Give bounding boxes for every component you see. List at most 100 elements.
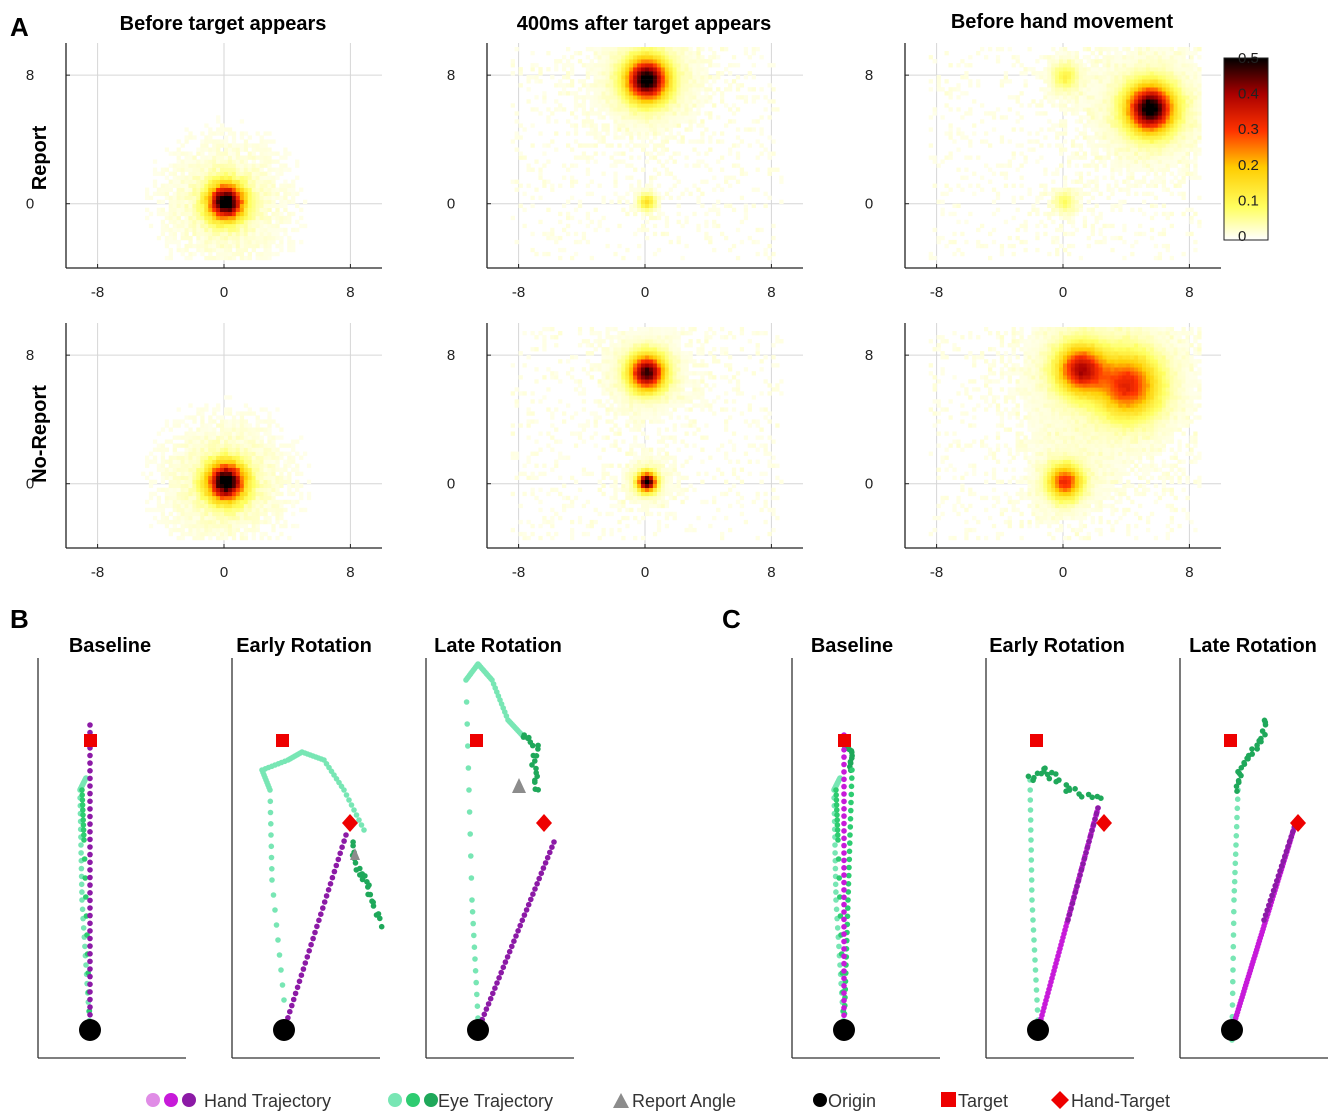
heat-pixel: [1106, 131, 1111, 136]
heat-pixel: [676, 55, 681, 60]
heat-pixel: [164, 255, 170, 261]
heat-pixel: [633, 47, 638, 52]
heat-pixel: [932, 227, 937, 233]
heat-pixel: [279, 243, 284, 249]
heat-pixel: [180, 247, 185, 253]
heat-pixel: [928, 143, 933, 148]
heat-pixel: [200, 167, 205, 172]
heat-pixel: [192, 503, 197, 509]
heat-pixel: [692, 147, 697, 152]
heat-pixel: [287, 487, 292, 493]
heat-pixel: [1197, 87, 1202, 92]
x-tick-label: 0: [1059, 284, 1067, 301]
heat-pixel: [1181, 75, 1186, 80]
heat-pixel: [239, 207, 245, 213]
heat-pixel: [255, 447, 260, 452]
heat-pixel: [271, 459, 276, 464]
heat-pixel: [613, 119, 618, 124]
heat-pixel: [235, 191, 241, 197]
heat-pixel: [1153, 111, 1159, 116]
heat-pixel: [243, 215, 249, 221]
heat-pixel: [684, 111, 689, 116]
heat-pixel: [538, 131, 543, 136]
heat-pixel: [216, 459, 221, 464]
heat-pixel: [720, 131, 725, 136]
heat-pixel: [1161, 179, 1167, 184]
heat-pixel: [247, 431, 252, 436]
heat-pixel: [1039, 127, 1044, 132]
heat-pixel: [267, 247, 272, 253]
heat-pixel: [964, 167, 969, 172]
heat-pixel: [637, 51, 642, 56]
heat-pixel: [1181, 107, 1186, 112]
heat-pixel: [645, 83, 650, 88]
heat-pixel: [275, 203, 280, 209]
heat-pixel: [554, 427, 559, 432]
heat-pixel: [645, 111, 650, 116]
heat-pixel: [168, 179, 173, 184]
heat-pixel: [972, 171, 977, 176]
heat-pixel: [562, 455, 567, 460]
heat-pixel: [255, 155, 260, 160]
heat-pixel: [1110, 235, 1115, 241]
heat-pixel: [212, 147, 217, 152]
heat-pixel: [1067, 163, 1072, 168]
heat-pixel: [1102, 59, 1107, 64]
heat-pixel: [585, 91, 591, 96]
heat-pixel: [220, 159, 225, 164]
heat-pixel: [664, 91, 670, 96]
heat-pixel: [287, 455, 292, 460]
heat-pixel: [1035, 235, 1040, 241]
heat-pixel: [597, 103, 602, 108]
heat-pixel: [1197, 71, 1202, 76]
heat-pixel: [1035, 159, 1040, 164]
heat-pixel: [621, 47, 626, 52]
heat-pixel: [247, 423, 252, 428]
heat-pixel: [255, 459, 260, 464]
heat-pixel: [1157, 107, 1163, 112]
heat-pixel: [704, 87, 709, 92]
heat-pixel: [700, 139, 705, 144]
heat-pixel: [231, 475, 237, 481]
heat-pixel: [184, 423, 189, 428]
heat-pixel: [160, 443, 166, 448]
heat-pixel: [188, 183, 193, 188]
heat-pixel: [235, 455, 241, 460]
heat-pixel: [188, 487, 193, 493]
heat-pixel: [605, 47, 610, 52]
heat-pixel: [168, 527, 173, 533]
heat-pixel: [696, 107, 701, 112]
heat-pixel: [279, 455, 284, 460]
heat-pixel: [227, 439, 233, 444]
heat-pixel: [156, 199, 162, 205]
heat-pixel: [1118, 163, 1123, 168]
heat-pixel: [216, 439, 221, 444]
heat-pixel: [188, 155, 193, 160]
heat-pixel: [239, 203, 245, 209]
heat-pixel: [1149, 135, 1155, 140]
heat-pixel: [188, 471, 193, 477]
heat-pixel: [1019, 151, 1024, 156]
heat-pixel: [188, 207, 193, 213]
heat-pixel: [641, 223, 646, 229]
heat-pixel: [944, 191, 949, 197]
heat-pixel: [184, 499, 189, 505]
heat-pixel: [267, 207, 272, 213]
heat-pixel: [243, 131, 249, 136]
heat-pixel: [1193, 63, 1198, 68]
heat-pixel: [637, 179, 642, 184]
heat-pixel: [227, 131, 233, 136]
heat-pixel: [530, 399, 535, 404]
heat-pixel: [220, 219, 225, 225]
heat-pixel: [184, 491, 189, 497]
heat-pixel: [176, 519, 181, 525]
heat-pixel: [247, 487, 252, 493]
heat-pixel: [267, 431, 272, 436]
heat-pixel: [676, 87, 681, 92]
heat-pixel: [771, 235, 776, 241]
heat-pixel: [1157, 95, 1163, 100]
heat-pixel: [585, 159, 591, 164]
heat-pixel: [283, 195, 288, 201]
heat-pixel: [279, 235, 284, 241]
heat-pixel: [196, 211, 201, 217]
